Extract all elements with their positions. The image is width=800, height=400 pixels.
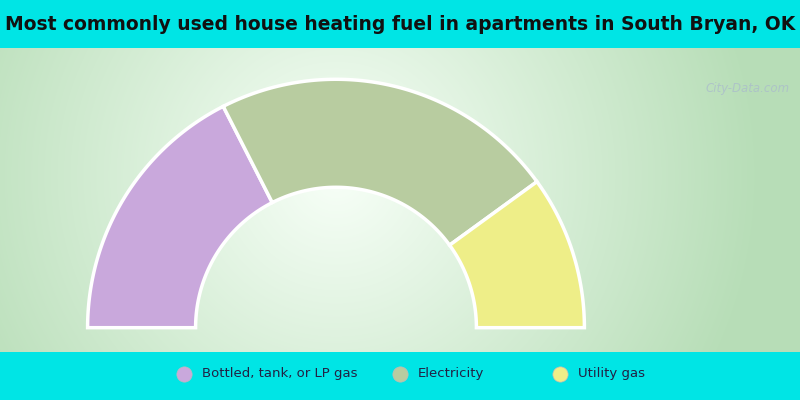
Text: Utility gas: Utility gas [578, 367, 645, 380]
Polygon shape [88, 106, 272, 328]
Text: City-Data.com: City-Data.com [706, 82, 790, 95]
Text: Electricity: Electricity [418, 367, 484, 380]
Polygon shape [450, 182, 584, 328]
Text: Bottled, tank, or LP gas: Bottled, tank, or LP gas [202, 367, 357, 380]
Polygon shape [223, 79, 537, 245]
Text: Most commonly used house heating fuel in apartments in South Bryan, OK: Most commonly used house heating fuel in… [5, 14, 795, 34]
